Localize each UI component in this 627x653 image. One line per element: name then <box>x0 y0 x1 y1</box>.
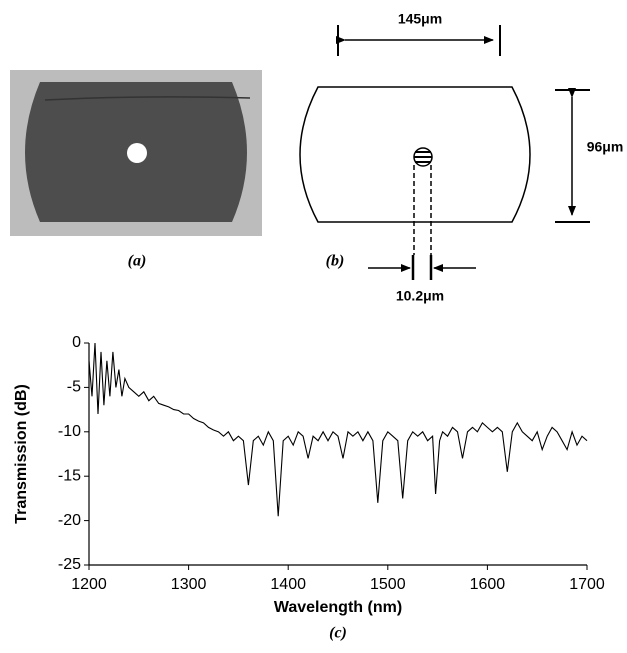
x-tick-label: 1600 <box>470 576 506 593</box>
panel-label: (c) <box>329 625 347 642</box>
y-tick-label: -25 <box>58 556 81 573</box>
fiber-photo <box>10 70 262 236</box>
y-axis-title: Transmission (dB) <box>13 384 30 524</box>
height-label: 96μm <box>587 139 624 155</box>
y-tick-label: -10 <box>58 423 81 440</box>
panel-label: (b) <box>326 253 345 270</box>
fiber-diagram <box>299 25 590 280</box>
x-axis-title: Wavelength (nm) <box>274 599 402 616</box>
x-tick-label: 1700 <box>569 576 605 593</box>
x-tick-label: 1500 <box>370 576 406 593</box>
y-tick-label: -20 <box>58 512 81 529</box>
spectrum-line <box>88 342 588 517</box>
panel-label: (a) <box>128 253 147 270</box>
core-label: 10.2μm <box>396 288 444 304</box>
x-tick-label: 1300 <box>171 576 207 593</box>
width-label: 145μm <box>398 11 442 27</box>
x-tick-label: 1200 <box>71 576 107 593</box>
y-tick-label: -15 <box>58 467 81 484</box>
y-tick-label: 0 <box>72 334 81 351</box>
y-tick-label: -5 <box>67 379 81 396</box>
x-tick-label: 1400 <box>270 576 306 593</box>
